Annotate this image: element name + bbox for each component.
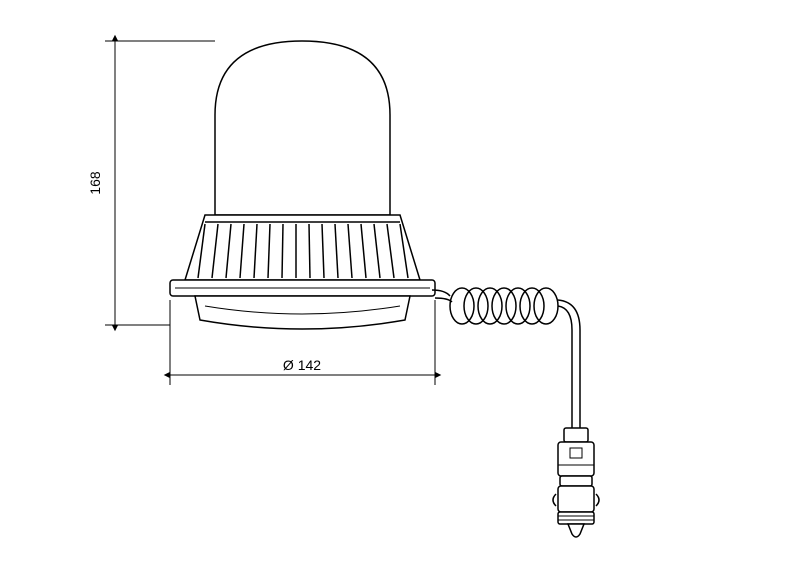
height-value: 168	[87, 171, 103, 195]
beacon-flange	[170, 280, 435, 296]
beacon-foot	[195, 296, 410, 329]
beacon-dome	[215, 41, 390, 215]
coiled-cable	[432, 288, 580, 430]
technical-drawing: 168 Ø 142	[0, 0, 800, 561]
beacon-base	[185, 215, 420, 280]
power-plug	[553, 428, 599, 537]
diameter-value: Ø 142	[283, 357, 321, 373]
